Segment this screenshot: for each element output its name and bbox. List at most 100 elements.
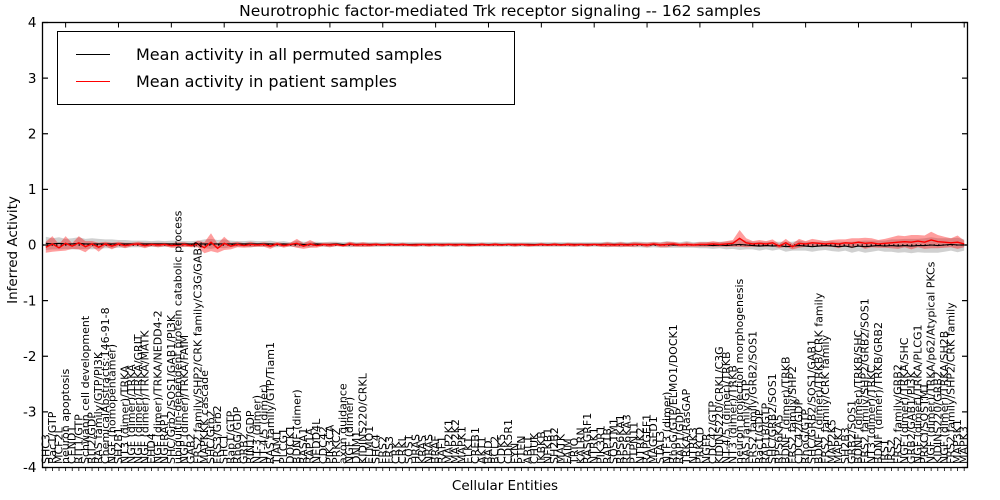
x-category-label: IRS1 <box>878 439 891 464</box>
x-category-label: TRIO <box>568 437 581 465</box>
y-tick-label: 4 <box>28 15 37 31</box>
legend-label-patient: Mean activity in patient samples <box>136 72 397 91</box>
legend-item-permuted: Mean activity in all permuted samples <box>76 41 508 68</box>
y-tick-label: -1 <box>23 293 36 309</box>
x-category-label: CEND1 <box>66 426 79 464</box>
x-category-label: ELMO1 <box>363 426 376 464</box>
x-category-label: NGF (dimer)/TRKA/SHC <box>898 337 911 464</box>
x-category-label: RhoG/GDP <box>231 406 244 464</box>
x-category-label: Rac1/GDP <box>753 409 766 464</box>
x-category-label: SQSTM1 <box>608 418 621 464</box>
x-category-label: FRS3/Grb2 <box>211 405 224 464</box>
x-category-label: Schwann cell development <box>79 315 92 464</box>
x-category-label: CDC42/GTP <box>707 401 720 464</box>
patient-uncertainty-band <box>45 230 965 254</box>
x-category-label: RIN1/GDP <box>244 410 257 464</box>
y-tick-label: -4 <box>23 460 36 476</box>
x-category-label: PTPN11 <box>627 422 640 464</box>
x-category-label: CDC42 <box>317 426 330 464</box>
x-category-label: SHC/Grb2 <box>205 410 218 464</box>
x-category-label: RAPGEF1 <box>641 414 654 464</box>
x-category-label: NGF (dimer)/TRKA/FAIM <box>178 335 191 464</box>
y-tick-label: 0 <box>28 238 37 254</box>
x-category-label: MAP2K5 <box>826 419 839 464</box>
legend-item-patient: Mean activity in patient samples <box>76 68 508 95</box>
x-category-label: RASA1 <box>297 428 310 464</box>
chart-title: Neurotrophic factor-mediated Trk recepto… <box>239 2 761 20</box>
x-category-label: TIAM1 <box>271 430 284 465</box>
x-category-label: NEDD4L <box>310 418 323 464</box>
x-category-label: DNM1 <box>350 431 363 464</box>
x-category-label: FRS3 <box>383 436 396 464</box>
x-category-label: NT-3 (dimer) <box>251 395 264 464</box>
x-category-label: KIDINS220/CRKL <box>356 372 369 464</box>
x-category-label: FRS2 family/SHP2/CRK family <box>945 302 958 464</box>
x-category-label: NGFRAP1 <box>158 413 171 464</box>
y-axis-label: Inferred Activity <box>5 196 21 304</box>
x-category-label: NGF (dimer)/TRKA/PLCG1 <box>911 325 924 465</box>
x-category-label: FRS2 family/SHP2/GRB2/SOS1 <box>859 298 872 464</box>
x-category-label: NGF (dimer)/TRKA/NEDD4-2 <box>152 310 165 464</box>
x-category-label: CDK5R1 <box>502 419 515 464</box>
y-tick-label: 2 <box>28 126 37 142</box>
x-category-label: PRKCD <box>693 427 706 464</box>
x-category-label: FYN <box>508 443 521 464</box>
x-category-label: FRS2 family/SHP2 <box>786 366 799 464</box>
x-category-label: SH2B1 <box>112 427 125 464</box>
x-category-label: MAPK3 <box>958 426 971 464</box>
x-category-label: GRB2 <box>238 433 251 464</box>
x-category-label: PTEN <box>515 435 528 464</box>
x-category-label: FRS2 <box>376 436 389 464</box>
x-category-label: SHC3 <box>39 434 52 464</box>
x-category-label: NT3 (dimer)/TRKB <box>726 365 739 464</box>
x-category-label: RAP1B <box>601 428 614 464</box>
x-category-label: SH2B2 <box>548 427 561 464</box>
x-category-label: NT3 (dimer)/TRKA <box>119 365 132 464</box>
x-category-label: MAP2K1 <box>442 419 455 464</box>
x-category-label: MAPK1 <box>456 426 469 464</box>
x-category-label: MATK <box>555 433 568 464</box>
x-category-label: RIT2/GDP <box>86 412 99 464</box>
x-category-label: FRS2 family/CRK family <box>819 334 832 464</box>
x-category-label: neuron apoptosis <box>59 369 72 464</box>
x-category-label: BAD <box>482 440 495 464</box>
x-category-label: FRS2 family/GRB2 <box>892 364 905 464</box>
x-category-label: IKBKB <box>535 431 548 464</box>
x-category-label: NGF (dimer)/TRKA/p62/Atypical PKCs <box>925 261 938 464</box>
x-category-label: GRB2/SOS1 <box>845 400 858 464</box>
y-tick-label: 1 <box>28 182 37 198</box>
x-category-label: BDNF (dimer) <box>290 389 303 464</box>
x-category-label: MCF2L <box>53 427 66 464</box>
x-category-label: MAGED1 <box>647 416 660 464</box>
x-category-label: AKT1 <box>475 436 488 464</box>
x-category-label: BRAF <box>429 435 442 464</box>
x-category-label: SHC/GRB2/SOS1/GAB1 <box>806 339 819 464</box>
x-category-label: ChemicalAbstracts:146-91-8 <box>99 307 112 464</box>
x-category-label: PLCG1 <box>277 428 290 464</box>
x-category-label: RAS family/GTP <box>740 379 753 464</box>
x-category-label: RAS family/GTP/PI3K <box>92 351 105 464</box>
x-category-label: CDC42/GDP <box>793 398 806 464</box>
y-tick-label: 3 <box>28 71 37 87</box>
x-category-label: KIDINS220/GRB2 <box>931 371 944 464</box>
x-category-label: SOS1 <box>403 434 416 464</box>
x-category-label: RAS family/GTP/Tiam1 <box>264 342 277 464</box>
x-category-label: RAF1 <box>436 436 449 464</box>
x-category-label: NTF3 (dimer) <box>660 392 673 464</box>
x-category-label: KALRN <box>575 427 588 464</box>
x-category-label: RAP1/GDP <box>674 408 687 464</box>
x-category-label: KIDINS220/CRKL/C3G <box>713 346 726 464</box>
legend: Mean activity in all permuted samples Me… <box>57 31 515 105</box>
x-category-label: PRKCI/SQSTM1 <box>918 383 931 464</box>
x-category-label: NGF (dimer)/TRKA <box>125 364 138 464</box>
y-tick-label: -3 <box>23 405 36 421</box>
x-category-label: MAPKKK cascade <box>198 370 211 464</box>
x-axis-label: Cellular Entities <box>451 478 559 494</box>
x-category-label: TRKA/RasGAP <box>680 388 693 465</box>
x-category-label: STAT3 <box>654 431 667 464</box>
x-category-label: PRKCZ <box>330 427 343 464</box>
x-category-label: CDK5 <box>495 434 508 464</box>
x-category-label: axon guidance <box>337 383 350 464</box>
